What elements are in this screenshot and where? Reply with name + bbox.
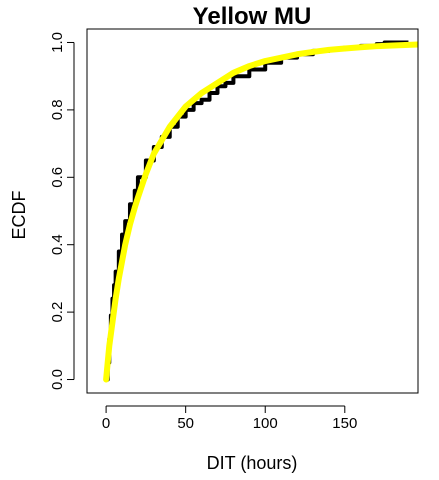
x-tick-label: 100 [253, 415, 278, 432]
ecdf-series-line [105, 40, 409, 382]
y-tick-label: 0.0 [49, 369, 66, 390]
x-tick-label: 150 [332, 415, 357, 432]
plot-area [103, 40, 418, 383]
x-axis-label: DIT (hours) [207, 453, 298, 473]
x-tick-label: 50 [177, 415, 194, 432]
chart-marks [103, 40, 418, 383]
y-tick-label: 0.2 [49, 302, 66, 323]
y-tick-label: 1.0 [49, 32, 66, 53]
y-tick-label: 0.8 [49, 99, 66, 120]
plot-frame [86, 28, 419, 394]
chart-axes: 0 50 100 150 0.0 0.2 0.4 0.6 0.8 1.0 [49, 28, 419, 432]
fitted-series-line [103, 41, 418, 383]
x-tick-label: 0 [102, 415, 110, 432]
y-tick-label: 0.4 [49, 234, 66, 255]
chart-title: Yellow MU [193, 3, 312, 30]
y-axis-label: ECDF [9, 190, 29, 239]
y-tick-label: 0.6 [49, 167, 66, 188]
